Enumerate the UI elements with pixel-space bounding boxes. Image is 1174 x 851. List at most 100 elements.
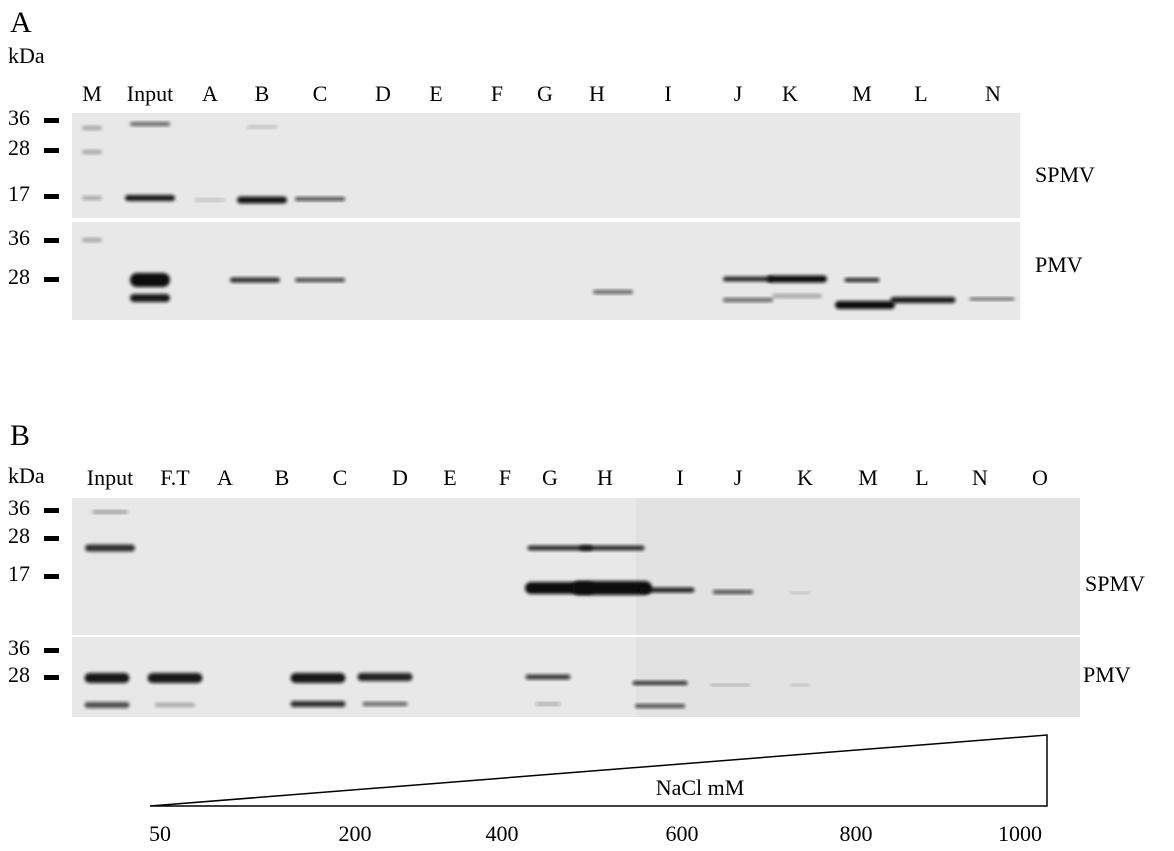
lane-label: B [275, 465, 290, 490]
lane-label: I [664, 81, 671, 106]
marker-label: 36 [8, 495, 30, 520]
blot-name: SPMV [1035, 162, 1095, 187]
band [82, 126, 102, 130]
gradient-tick: 600 [666, 821, 699, 846]
lane-label: H [589, 81, 605, 106]
lane-label: E [429, 81, 442, 106]
band [790, 592, 810, 594]
gradient-tick: 1000 [998, 821, 1042, 846]
band [579, 545, 645, 551]
band [147, 673, 203, 683]
band [130, 294, 170, 302]
lane-label: F.T [160, 465, 190, 490]
lane-label: C [333, 465, 348, 490]
marker-dash [44, 508, 59, 513]
lane-label: L [914, 81, 927, 106]
band [969, 297, 1015, 301]
band [835, 301, 895, 309]
marker-label: 36 [8, 105, 30, 130]
blot-name: PMV [1083, 662, 1131, 687]
band [130, 273, 170, 287]
band [713, 590, 753, 594]
lane-label: D [375, 81, 391, 106]
gradient-tick: 200 [339, 821, 372, 846]
lane-label: J [734, 465, 743, 490]
band [767, 275, 827, 283]
lane-label: G [537, 81, 553, 106]
lane-label: M [82, 81, 102, 106]
lane-label: I [676, 465, 683, 490]
lane-label: L [915, 465, 928, 490]
marker-dash [44, 118, 59, 123]
band [772, 294, 822, 298]
marker-dash [44, 574, 59, 579]
blot-section [636, 498, 1080, 635]
lane-label: O [1032, 465, 1048, 490]
marker-dash [44, 194, 59, 199]
lane-label: C [313, 81, 328, 106]
lane-label: G [542, 465, 558, 490]
marker-dash [44, 675, 59, 680]
marker-dash [44, 148, 59, 153]
blot-section [636, 637, 1080, 717]
band [525, 674, 571, 680]
band [130, 122, 170, 126]
band [125, 195, 175, 201]
band [357, 673, 413, 681]
band [632, 681, 688, 685]
lane-label: F [499, 465, 511, 490]
band [572, 581, 652, 595]
gradient-tick: 400 [486, 821, 519, 846]
band [290, 701, 346, 707]
band [82, 196, 102, 200]
band [593, 290, 633, 294]
marker-label: 36 [8, 635, 30, 660]
band [237, 196, 287, 204]
band [535, 702, 561, 706]
marker-dash [44, 277, 59, 282]
marker-label: 17 [8, 561, 30, 586]
band [844, 278, 880, 282]
lane-label: M [858, 465, 878, 490]
kda-label: kDa [8, 43, 45, 68]
marker-label: 17 [8, 181, 30, 206]
band [790, 684, 810, 686]
band [290, 673, 346, 683]
lane-label: F [491, 81, 503, 106]
lane-label: E [443, 465, 456, 490]
band [195, 198, 225, 202]
gradient-tick: 800 [840, 821, 873, 846]
band [527, 545, 593, 551]
kda-label: kDa [8, 463, 45, 488]
lane-label: N [985, 81, 1001, 106]
band [295, 197, 345, 201]
panel-label: B [10, 419, 30, 452]
gradient-tick: 50 [149, 821, 171, 846]
band [635, 704, 685, 708]
marker-dash [44, 238, 59, 243]
band [710, 684, 750, 686]
band [639, 587, 695, 593]
lane-label: Input [127, 81, 173, 106]
band [890, 297, 956, 303]
lane-label: Input [87, 465, 133, 490]
blot-name: SPMV [1085, 571, 1145, 596]
lane-label: B [255, 81, 270, 106]
lane-label: K [797, 465, 813, 490]
lane-label: N [972, 465, 988, 490]
lane-label: J [734, 81, 743, 106]
panel-label: A [10, 6, 32, 39]
lane-label: D [392, 465, 408, 490]
band [155, 703, 195, 707]
marker-dash [44, 648, 59, 653]
band [85, 544, 135, 552]
marker-label: 28 [8, 523, 30, 548]
lane-label: M [852, 81, 872, 106]
marker-label: 28 [8, 662, 30, 687]
marker-dash [44, 536, 59, 541]
band [230, 277, 280, 283]
gradient-label: NaCl mM [656, 775, 745, 800]
band [247, 125, 277, 129]
